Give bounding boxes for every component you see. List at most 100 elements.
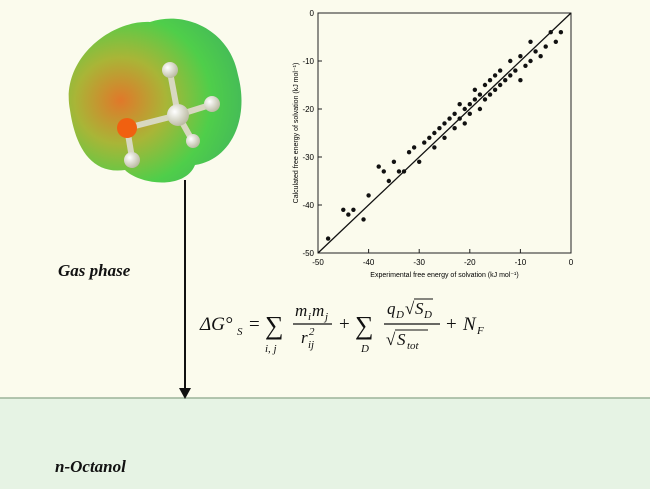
point <box>467 102 472 107</box>
eq-part: q <box>387 299 396 318</box>
eq-part: r <box>301 328 308 347</box>
y-tick-label: -30 <box>302 153 314 162</box>
liquid-region <box>0 398 650 489</box>
point <box>417 159 422 164</box>
eq-part: m <box>295 301 307 320</box>
y-tick-label: -20 <box>302 105 314 114</box>
liquid-label: n-Octanol <box>55 457 126 476</box>
point <box>482 97 488 102</box>
point <box>432 130 437 136</box>
point <box>462 106 467 112</box>
eq-part: m <box>312 301 324 320</box>
x-tick-label: -20 <box>464 258 476 267</box>
eq-part: ∑ <box>265 311 284 340</box>
point <box>366 193 371 198</box>
point <box>487 78 493 83</box>
eq-part: N <box>462 314 477 335</box>
point <box>341 207 346 212</box>
eq-part: √ <box>386 330 396 349</box>
point <box>513 68 518 73</box>
eq-part: 2 <box>309 326 315 338</box>
point <box>477 106 483 112</box>
point <box>452 111 457 117</box>
point <box>462 121 467 126</box>
eq-part: ij <box>308 339 314 351</box>
point <box>452 126 457 131</box>
point <box>381 169 386 174</box>
point <box>503 78 508 83</box>
point <box>508 73 513 78</box>
point <box>346 212 351 217</box>
point <box>411 145 417 150</box>
point <box>386 178 392 184</box>
point <box>528 58 533 64</box>
point <box>528 39 533 44</box>
eq-part: i <box>308 311 311 323</box>
eq-part: tot <box>407 340 420 352</box>
point <box>558 30 564 35</box>
point <box>325 236 331 241</box>
plot-frame <box>317 12 572 254</box>
eq-part: S <box>415 299 424 318</box>
fit-line <box>317 12 572 254</box>
point <box>376 164 381 169</box>
point <box>457 116 462 121</box>
molecule <box>68 18 242 183</box>
point <box>361 217 366 222</box>
point <box>538 54 543 59</box>
x-tick-label: 0 <box>569 258 574 267</box>
point <box>447 116 452 121</box>
arrow-head <box>179 388 191 399</box>
point <box>482 82 488 88</box>
point <box>497 68 503 73</box>
eq-part: S <box>237 326 243 338</box>
eq-part: S <box>397 330 406 349</box>
point <box>396 169 402 174</box>
eq-part: ΔG° <box>199 314 233 335</box>
eq-part: + <box>339 314 350 335</box>
y-axis-label: Calculated free energy of solvation (kJ … <box>293 63 300 204</box>
eq-part: D <box>360 343 369 355</box>
eq-part: i, j <box>265 343 277 355</box>
point <box>467 111 472 117</box>
point <box>351 207 356 212</box>
eq-part: D <box>395 309 404 321</box>
eq-part: j <box>323 311 328 323</box>
y-tick-label: -10 <box>302 57 314 66</box>
x-tick-label: -10 <box>515 258 527 267</box>
eq-part: = <box>249 314 260 335</box>
point <box>472 87 478 93</box>
point <box>457 102 462 107</box>
point <box>442 135 447 140</box>
eq-part: ∑ <box>355 311 374 340</box>
x-tick-label: -40 <box>363 258 375 267</box>
x-axis-label: Experimental free energy of solvation (k… <box>370 272 518 279</box>
point <box>406 150 412 155</box>
point <box>401 169 407 174</box>
y-tick-label: -40 <box>302 201 314 210</box>
point <box>391 159 397 164</box>
equation: ΔG° S = ∑ i, j m i m j r ij 2 + ∑ D q D … <box>199 298 484 355</box>
point <box>442 121 447 126</box>
point <box>472 97 478 102</box>
eq-part: + <box>446 314 457 335</box>
point <box>518 78 523 83</box>
eq-part: D <box>423 309 432 321</box>
point <box>437 126 442 131</box>
point <box>518 54 523 59</box>
x-tick-label: -50 <box>312 258 324 267</box>
y-tick-label: -50 <box>302 249 314 258</box>
point <box>487 92 493 97</box>
point <box>523 63 528 68</box>
point <box>497 82 503 88</box>
point <box>492 73 498 78</box>
eq-part: F <box>476 325 484 337</box>
point <box>508 58 513 64</box>
scatter-plot: -50 -40 -30 -20 -10 0 -50 -40 -30 -20 -10 0 Experime… <box>293 9 574 279</box>
point <box>543 44 548 49</box>
point <box>548 30 553 35</box>
point <box>427 135 432 140</box>
y-tick-label: 0 <box>310 9 315 18</box>
eq-part: √ <box>405 299 415 318</box>
